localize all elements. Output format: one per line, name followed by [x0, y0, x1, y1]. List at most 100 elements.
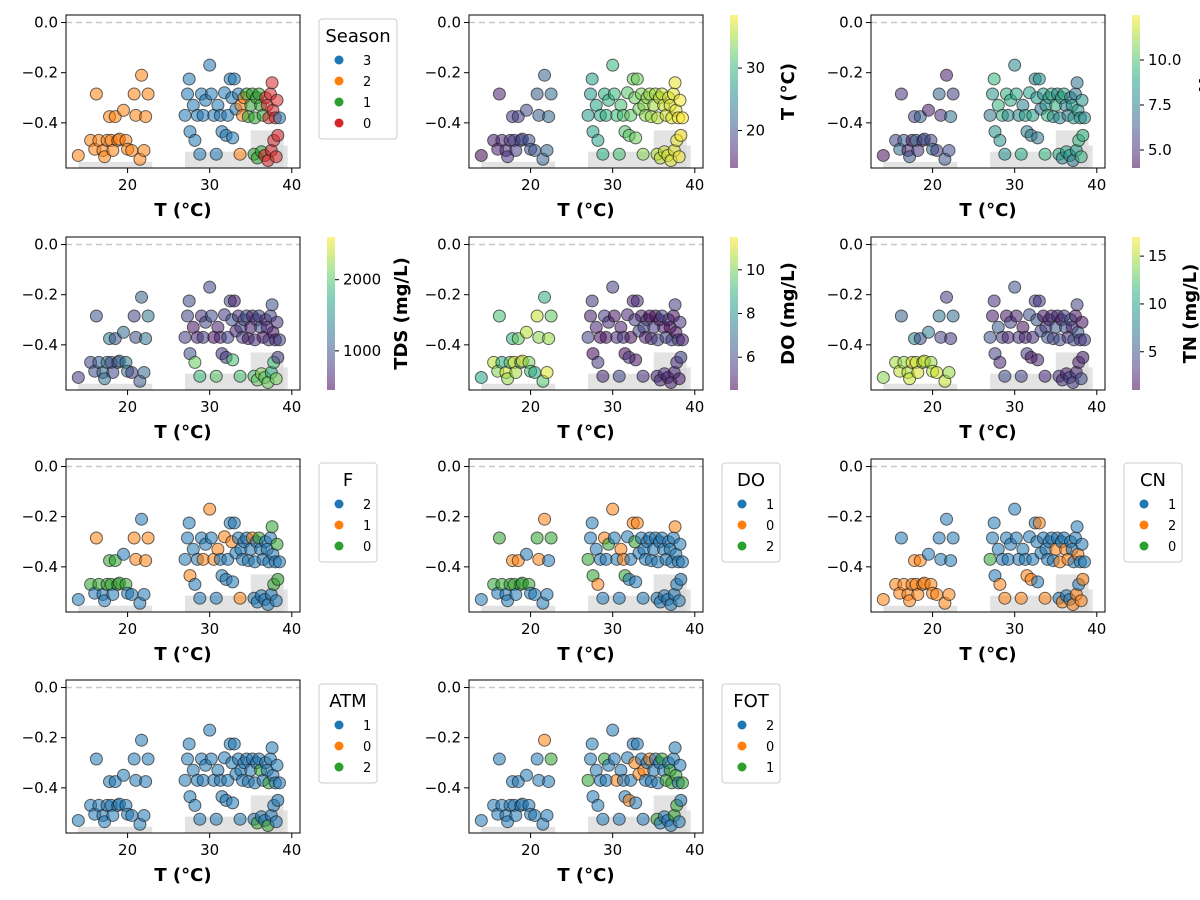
colorbar: 1000 2000 TDS (mg/L): [327, 237, 412, 390]
axes-frame: [468, 458, 704, 613]
x-tick-label: 40: [282, 398, 301, 416]
scatter-point: [71, 370, 85, 384]
scatter-point: [674, 350, 688, 364]
scatter-point: [1032, 294, 1046, 308]
axes-frame: [65, 679, 301, 834]
scatter-point: [1074, 594, 1088, 608]
scatter-point: [987, 516, 1001, 530]
scatter-point: [193, 591, 207, 605]
scatter-point: [116, 547, 130, 561]
legend-marker: [334, 118, 344, 128]
legend-marker: [334, 76, 344, 86]
scatter-point: [585, 294, 599, 308]
y-tick-label: −0.4: [22, 558, 58, 576]
scatter-point: [209, 369, 223, 383]
colorbar: 6 8 10 DO (mg/L): [730, 237, 799, 390]
scatter-point: [998, 369, 1012, 383]
scatter-point: [629, 131, 643, 145]
scatter-point: [636, 591, 650, 605]
scatter-point: [116, 768, 130, 782]
y-tick-label: −0.4: [425, 336, 461, 354]
scatter-point: [474, 148, 488, 162]
scatter-point: [227, 516, 241, 530]
legend-title: DO: [737, 470, 765, 491]
legend: ATM 1 0 2: [318, 683, 378, 784]
scatter-point: [178, 330, 192, 344]
scatter-point: [675, 111, 689, 125]
scatter-point: [607, 87, 621, 101]
scatter-point: [983, 330, 997, 344]
x-axis-label: T (°C): [557, 644, 614, 665]
x-tick-label: 40: [685, 176, 704, 194]
colorbar-tick-label: 6: [746, 348, 756, 366]
scatter-point: [630, 294, 644, 308]
y-tick-label: −0.2: [22, 508, 58, 526]
scatter-point: [226, 131, 240, 145]
scatter-point: [540, 365, 554, 379]
x-axis-label: T (°C): [557, 422, 614, 443]
x-tick-label: 40: [1087, 620, 1106, 638]
legend: DO1 0 2: [721, 462, 781, 563]
scatter-point: [946, 531, 960, 545]
legend-entry: 2: [363, 498, 371, 513]
y-tick-label: −0.2: [425, 64, 461, 82]
scatter-point: [606, 58, 620, 72]
x-tick-label: 40: [685, 841, 704, 859]
legend-marker: [1139, 499, 1149, 509]
scatter-point: [209, 812, 223, 826]
scatter-point: [530, 87, 544, 101]
scatter-point: [942, 587, 956, 601]
x-axis-label: T (°C): [959, 644, 1016, 665]
legend-title: F: [343, 470, 353, 491]
y-tick-label: −0.4: [22, 114, 58, 132]
scatter-point: [271, 793, 285, 807]
scatter-point: [542, 332, 556, 346]
scatter-point: [672, 594, 686, 608]
axes-frame: [870, 458, 1106, 613]
scatter-point: [226, 575, 240, 589]
scatter-point: [542, 775, 556, 789]
scatter-point: [270, 537, 284, 551]
x-tick-label: 40: [282, 176, 301, 194]
x-tick-label: 40: [685, 398, 704, 416]
scatter-point: [668, 76, 682, 90]
colorbar-label: TDS (mg/L): [391, 257, 412, 370]
scatter-point: [227, 737, 241, 751]
scatter-point: [89, 531, 103, 545]
scatter-point: [596, 369, 610, 383]
scatter-point: [987, 294, 1001, 308]
legend-entry: 1: [363, 519, 371, 534]
legend-title: ATM: [329, 691, 366, 712]
scatter-point: [474, 592, 488, 606]
scatter-point: [233, 147, 247, 161]
scatter-point: [269, 150, 283, 164]
scatter-point: [270, 758, 284, 772]
scatter-point: [591, 133, 605, 147]
x-tick-label: 40: [685, 620, 704, 638]
scatter-point: [1038, 147, 1052, 161]
colorbar-label: T (°C): [778, 63, 799, 120]
y-tick-label: −0.2: [827, 508, 863, 526]
scatter-point: [530, 309, 544, 323]
colorbar-tick-label: 30: [746, 59, 765, 77]
x-tick-label: 20: [521, 176, 540, 194]
y-tick-label: 0.0: [839, 458, 863, 476]
scatter-point: [921, 325, 935, 339]
x-tick-label: 20: [923, 176, 942, 194]
scatter-point: [193, 369, 207, 383]
scatter-point: [1074, 372, 1088, 386]
scatter-point: [585, 737, 599, 751]
x-tick-label: 30: [1005, 620, 1024, 638]
scatter-point: [182, 72, 196, 86]
y-tick-label: 0.0: [437, 14, 461, 32]
x-axis-label: T (°C): [154, 865, 211, 886]
x-tick-label: 30: [603, 176, 622, 194]
scatter-point: [204, 752, 218, 766]
scatter-point: [492, 309, 506, 323]
scatter-point: [204, 87, 218, 101]
scatter-point: [203, 723, 217, 737]
scatter-point: [271, 128, 285, 142]
scatter-point: [636, 369, 650, 383]
scatter-point: [1031, 575, 1045, 589]
legend-box: [721, 683, 781, 784]
